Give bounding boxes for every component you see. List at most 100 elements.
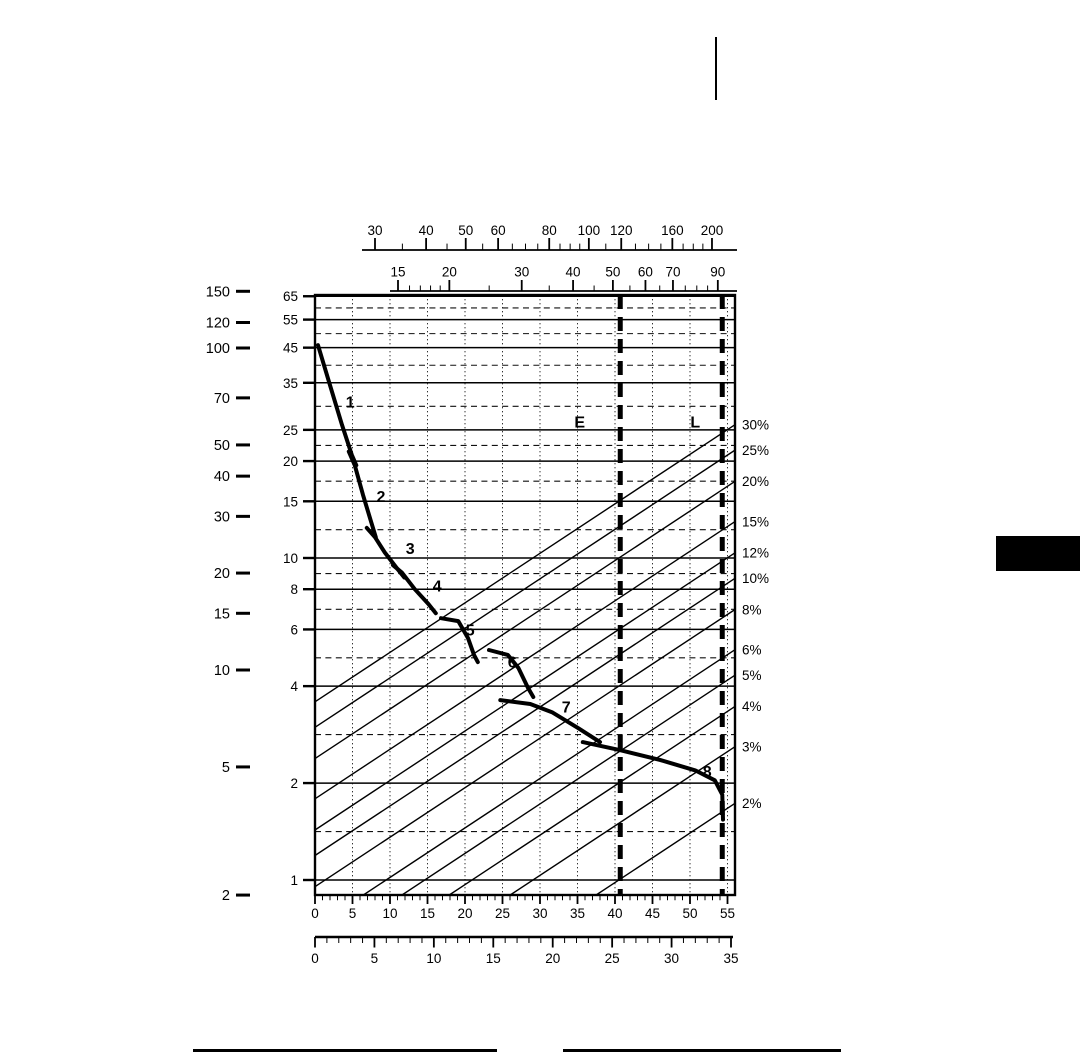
label-top-inner: 15	[390, 265, 405, 280]
label-left-outer: 120	[206, 316, 230, 332]
label-left-outer: 10	[214, 663, 230, 679]
grade-label-10: 10%	[742, 571, 769, 586]
label-top-inner: 50	[605, 265, 620, 280]
label-left-outer: 50	[214, 438, 230, 454]
marker-label-E: E	[574, 415, 585, 432]
label-left-outer: 100	[206, 341, 230, 357]
label-top-inner: 30	[514, 265, 529, 280]
label-top-outer: 120	[610, 223, 633, 238]
label-left-outer: 70	[214, 391, 230, 407]
gear-label-7: 7	[562, 699, 571, 716]
marker-label-L: L	[690, 415, 700, 432]
grade-line-5	[401, 674, 736, 896]
label-bottom-inner: 10	[382, 906, 397, 921]
label-left-inner: 4	[290, 679, 298, 694]
gear-curve-4	[391, 563, 438, 616]
grade-line-2	[595, 802, 736, 896]
grade-label-15: 15%	[742, 514, 769, 529]
label-left-inner: 45	[283, 341, 298, 356]
label-top-inner: 40	[566, 265, 581, 280]
label-left-inner: 6	[290, 622, 298, 637]
label-bottom-inner: 55	[720, 906, 735, 921]
label-bottom-inner: 5	[349, 906, 357, 921]
label-bottom-inner: 25	[495, 906, 510, 921]
label-left-inner: 65	[283, 289, 298, 304]
label-left-outer: 15	[214, 606, 230, 622]
label-bottom-inner: 35	[570, 906, 585, 921]
grade-label-5: 5%	[742, 668, 762, 683]
gear-label-5: 5	[466, 623, 475, 640]
label-top-outer: 200	[701, 223, 724, 238]
grade-label-6: 6%	[742, 643, 762, 658]
label-left-outer: 5	[222, 760, 230, 776]
label-bottom-inner: 45	[645, 906, 660, 921]
label-left-inner: 15	[283, 494, 298, 509]
grade-label-2: 2%	[742, 796, 762, 811]
label-top-outer: 60	[491, 223, 506, 238]
label-top-outer: 100	[578, 223, 601, 238]
grade-label-12: 12%	[742, 546, 769, 561]
label-left-inner: 20	[283, 454, 298, 469]
label-left-inner: 55	[283, 313, 298, 328]
label-bottom-outer: 25	[605, 951, 620, 966]
label-bottom-inner: 30	[532, 906, 547, 921]
gear-label-2: 2	[377, 489, 386, 506]
section-tab-marker	[996, 536, 1080, 571]
label-bottom-outer: 30	[664, 951, 679, 966]
label-bottom-outer: 15	[486, 951, 501, 966]
label-top-inner: 90	[710, 265, 725, 280]
grade-label-20: 20%	[742, 474, 769, 489]
label-left-inner: 10	[283, 551, 298, 566]
label-bottom-outer: 0	[311, 951, 319, 966]
label-left-inner: 2	[290, 776, 298, 791]
label-left-inner: 25	[283, 423, 298, 438]
label-top-inner: 20	[442, 265, 457, 280]
label-bottom-outer: 10	[426, 951, 441, 966]
label-bottom-outer: 5	[371, 951, 379, 966]
label-left-outer: 40	[214, 469, 230, 485]
label-left-outer: 150	[206, 284, 230, 300]
gear-label-6: 6	[508, 655, 517, 672]
label-left-outer: 2	[222, 888, 230, 904]
gear-label-4: 4	[433, 578, 442, 595]
grade-label-8: 8%	[742, 602, 762, 617]
label-top-inner: 70	[665, 265, 680, 280]
gear-label-8: 8	[703, 764, 712, 781]
gear-label-3: 3	[406, 541, 415, 558]
gear-curve-8	[580, 740, 725, 822]
label-top-outer: 160	[661, 223, 684, 238]
label-left-outer: 30	[214, 509, 230, 525]
header-divider-rule	[715, 37, 717, 100]
gear-curve-6	[487, 648, 536, 699]
footer-rule-left	[193, 1049, 497, 1052]
grade-label-4: 4%	[742, 699, 762, 714]
label-bottom-inner: 0	[311, 906, 319, 921]
label-bottom-inner: 20	[457, 906, 472, 921]
footer-rule-right	[563, 1049, 841, 1052]
label-left-inner: 1	[290, 873, 298, 888]
grade-line-12	[314, 552, 736, 831]
gear-curve-5	[439, 616, 480, 665]
grade-line-25	[314, 449, 736, 728]
grade-line-8	[314, 608, 736, 888]
label-top-outer: 50	[458, 223, 473, 238]
grade-line-4	[448, 705, 736, 896]
grade-label-30: 30%	[742, 417, 769, 432]
label-bottom-outer: 35	[723, 951, 738, 966]
gear-label-1: 1	[346, 395, 355, 412]
label-top-inner: 60	[638, 265, 653, 280]
label-top-outer: 30	[367, 223, 382, 238]
gear-curve-2	[346, 449, 378, 540]
grade-line-20	[314, 480, 736, 760]
gear-curve-7	[498, 698, 602, 745]
grade-label-25: 25%	[742, 443, 769, 458]
label-bottom-inner: 15	[420, 906, 435, 921]
label-top-outer: 40	[419, 223, 434, 238]
label-top-outer: 80	[542, 223, 557, 238]
grade-line-30	[314, 424, 736, 703]
grade-label-3: 3%	[742, 739, 762, 754]
label-left-outer: 20	[214, 566, 230, 582]
grade-line-10	[314, 577, 736, 857]
